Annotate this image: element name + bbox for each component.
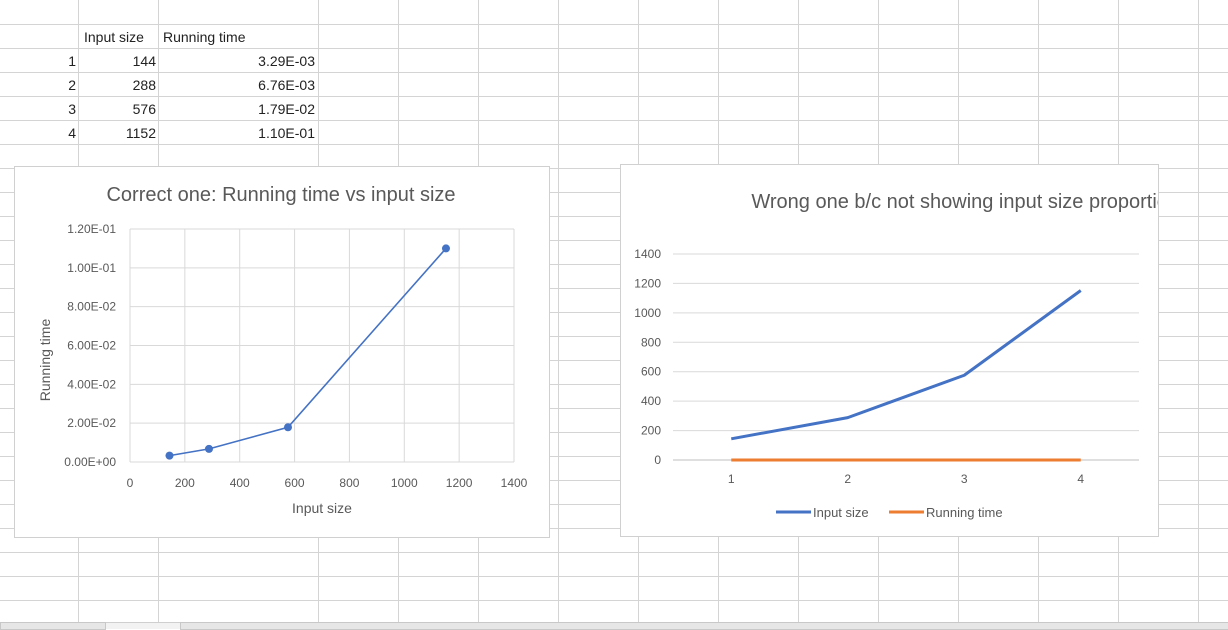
y-tick-label: 1400: [634, 247, 661, 261]
y-tick-label: 0.00E+00: [64, 455, 116, 469]
input-size-cell[interactable]: 144: [80, 49, 156, 73]
horizontal-scrollbar[interactable]: [180, 622, 1228, 630]
x-tick-label: 800: [339, 476, 359, 490]
line-chart-svg: Wrong one b/c not showing input size pro…: [621, 165, 1158, 536]
y-tick-label: 6.00E-02: [67, 339, 116, 353]
y-tick-label: 2.00E-02: [67, 416, 116, 430]
scatter-chart-svg: Correct one: Running time vs input size …: [15, 167, 549, 537]
gridlines: [673, 254, 1139, 460]
x-tick-label: 4: [1077, 472, 1084, 486]
y-tick-label: 1200: [634, 276, 661, 290]
y-tick-label: 1.20E-01: [67, 222, 116, 236]
header-running-time[interactable]: Running time: [163, 25, 246, 49]
x-tick-label: 2: [844, 472, 851, 486]
x-tick-label: 400: [230, 476, 250, 490]
chart-title: Wrong one b/c not showing input size pro…: [751, 191, 1158, 213]
running-time-cell[interactable]: 1.79E-02: [160, 97, 315, 121]
gridlines: [130, 229, 514, 462]
row-number[interactable]: 2: [60, 73, 76, 97]
x-tick-label: 3: [961, 472, 968, 486]
legend-label: Running time: [926, 505, 1003, 520]
data-point: [284, 423, 292, 431]
legend-label: Input size: [813, 505, 869, 520]
y-tick-label: 1000: [634, 306, 661, 320]
row-number[interactable]: 1: [60, 49, 76, 73]
line-chart[interactable]: Wrong one b/c not showing input size pro…: [620, 164, 1159, 537]
y-tick-label: 0: [654, 453, 661, 467]
y-tick-label: 400: [641, 394, 661, 408]
sheet-tab[interactable]: [0, 622, 106, 630]
y-tick-label: 1.00E-01: [67, 261, 116, 275]
y-tick-label: 600: [641, 365, 661, 379]
x-tick-labels: 0 200 400 600 800 1000 1200 1400: [127, 476, 528, 490]
x-tick-label: 1: [728, 472, 735, 486]
running-time-cell[interactable]: 3.29E-03: [160, 49, 315, 73]
header-input-size[interactable]: Input size: [84, 25, 144, 49]
data-point: [205, 445, 213, 453]
data-point: [165, 452, 173, 460]
input-size-cell[interactable]: 576: [80, 97, 156, 121]
row-number[interactable]: 4: [60, 121, 76, 145]
running-time-cell[interactable]: 6.76E-03: [160, 73, 315, 97]
x-axis-label: Input size: [292, 500, 352, 516]
data-series: [165, 244, 449, 459]
x-tick-label: 600: [285, 476, 305, 490]
y-tick-label: 200: [641, 424, 661, 438]
data-point: [442, 244, 450, 252]
input-size-cell[interactable]: 288: [80, 73, 156, 97]
y-tick-label: 800: [641, 335, 661, 349]
y-tick-label: 8.00E-02: [67, 300, 116, 314]
x-tick-label: 200: [175, 476, 195, 490]
x-tick-label: 1200: [446, 476, 473, 490]
running-time-cell[interactable]: 1.10E-01: [160, 121, 315, 145]
y-tick-labels: 0.00E+00 2.00E-02 4.00E-02 6.00E-02 8.00E-02…: [64, 222, 116, 469]
x-tick-label: 1400: [501, 476, 528, 490]
y-axis-label: Running time: [37, 319, 53, 402]
y-tick-labels: 0 200 400 600 800 1000 1200 1400: [634, 247, 661, 467]
data-series: [731, 290, 1081, 460]
x-tick-label: 0: [127, 476, 134, 490]
input-size-cell[interactable]: 1152: [80, 121, 156, 145]
x-tick-label: 1000: [391, 476, 418, 490]
scatter-chart[interactable]: Correct one: Running time vs input size …: [14, 166, 550, 538]
legend: Input size Running time: [776, 505, 1003, 520]
y-tick-label: 4.00E-02: [67, 377, 116, 391]
x-tick-labels: 1 2 3 4: [728, 472, 1085, 486]
chart-title: Correct one: Running time vs input size: [106, 184, 455, 206]
row-number[interactable]: 3: [60, 97, 76, 121]
